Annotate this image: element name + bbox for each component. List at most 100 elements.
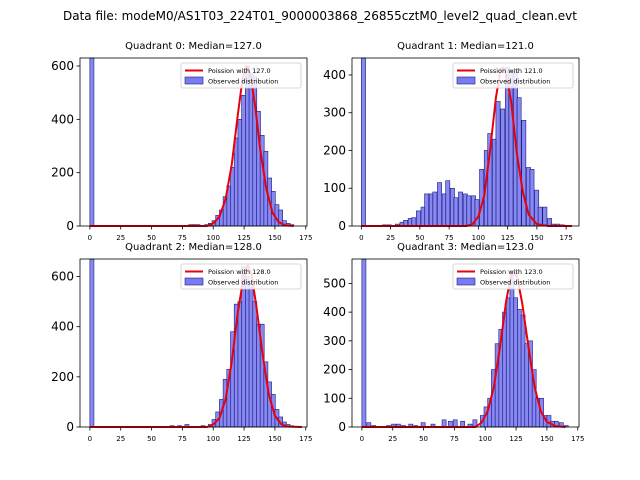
x-tick-label: 175 (571, 435, 584, 443)
histogram-bar (445, 180, 451, 227)
subplot-title: Quadrant 2: Median=128.0 (125, 242, 262, 253)
x-tick-label: 0 (88, 234, 92, 242)
histogram-bar (542, 206, 548, 227)
y-tick-label: 200 (323, 143, 346, 157)
legend-box (452, 263, 574, 290)
x-tick-label: 0 (88, 435, 92, 443)
y-tick-label: 200 (51, 166, 74, 180)
histogram-bar (537, 206, 543, 227)
legend: Poission with 128.0 Observed distribution (180, 263, 302, 290)
histogram-bar (424, 193, 430, 227)
y-tick-label: 0 (338, 219, 346, 233)
x-tick-label: 175 (559, 234, 572, 242)
legend-observed-swatch (456, 277, 476, 286)
x-tick-label: 175 (299, 234, 312, 242)
axes-frame (351, 258, 580, 428)
y-tick-label: 400 (323, 68, 346, 82)
histogram-bar (495, 101, 501, 227)
legend-observed-label: Observed distribution (480, 279, 550, 287)
x-tick-label: 100 (207, 234, 220, 242)
x-tick-label: 150 (530, 234, 543, 242)
x-tick-label: 150 (540, 435, 553, 443)
x-tick-label: 75 (178, 435, 187, 443)
x-tick-label: 100 (479, 435, 492, 443)
histogram-bar (361, 57, 366, 227)
y-tick-label: 300 (323, 106, 346, 120)
x-tick-label: 50 (147, 234, 156, 242)
legend-observed-swatch (184, 76, 204, 85)
histogram-bar (437, 182, 442, 227)
legend: Poission with 123.0 Observed distribution (452, 263, 574, 290)
x-tick-label: 125 (237, 234, 250, 242)
legend-observed-label: Observed distribution (208, 279, 278, 287)
legend: Poission with 121.0 Observed distribution (452, 62, 574, 89)
legend-poisson-label: Poission with 123.0 (480, 268, 543, 276)
histogram-bar (458, 191, 463, 227)
x-tick-label: 25 (386, 234, 395, 242)
quadrant-3-chart: 0 25 50 75 100 125 150 175 0 100 200 300 400 500 Quadr… (323, 242, 584, 443)
legend-box (180, 263, 302, 290)
y-tick-label: 600 (51, 59, 74, 73)
histogram-bar (453, 197, 459, 227)
x-tick-label: 175 (299, 435, 312, 443)
poisson-curve (89, 264, 303, 428)
x-tick-label: 0 (359, 234, 363, 242)
quadrant-1-chart: 0 25 50 75 100 125 150 175 0 100 200 300 400 Quadrant… (323, 41, 580, 242)
histogram-bar (411, 217, 417, 227)
x-tick-label: 50 (415, 234, 424, 242)
x-tick-label: 0 (360, 435, 364, 443)
x-tick-label: 50 (147, 435, 156, 443)
y-tick-label: 400 (323, 305, 346, 319)
quadrant-0-chart: 0 25 50 75 100 125 150 175 0 200 400 600 Quadrant 0:… (51, 41, 312, 242)
x-tick-label: 75 (445, 234, 454, 242)
y-tick-label: 100 (323, 391, 346, 405)
subplot-title: Quadrant 0: Median=127.0 (125, 41, 262, 52)
y-tick-label: 0 (66, 420, 74, 434)
histogram-bar (416, 210, 421, 227)
x-tick-label: 25 (116, 234, 125, 242)
x-tick-label: 50 (419, 435, 428, 443)
x-tick-label: 125 (509, 435, 522, 443)
legend: Poission with 127.0 Observed distribution (180, 62, 302, 89)
x-tick-label: 150 (268, 435, 281, 443)
x-tick-label: 100 (207, 435, 220, 443)
legend-observed-label: Observed distribution (208, 78, 278, 86)
y-tick-label: 100 (323, 181, 346, 195)
y-tick-label: 500 (323, 276, 346, 290)
histogram-bar (452, 419, 458, 428)
y-tick-label: 0 (66, 219, 74, 233)
subplot-title: Quadrant 1: Median=121.0 (397, 41, 534, 52)
histogram-bar (361, 258, 367, 428)
legend-observed-label: Observed distribution (480, 78, 550, 86)
x-tick-label: 75 (178, 234, 187, 242)
histogram-bar (441, 419, 447, 428)
axes-frame (79, 57, 308, 227)
y-tick-label: 200 (323, 363, 346, 377)
legend-observed-swatch (456, 76, 476, 85)
y-tick-label: 300 (323, 334, 346, 348)
y-tick-label: 400 (51, 112, 74, 126)
legend-box (180, 62, 302, 89)
histogram-bar (89, 258, 95, 428)
y-tick-label: 200 (51, 370, 74, 384)
x-tick-label: 125 (237, 435, 250, 443)
histogram-bar (89, 57, 95, 227)
x-tick-label: 100 (472, 234, 485, 242)
legend-poisson-label: Poission with 128.0 (208, 268, 271, 276)
subplot-title: Quadrant 3: Median=123.0 (397, 242, 534, 253)
axes-frame (79, 258, 308, 428)
legend-poisson-label: Poission with 127.0 (208, 67, 271, 75)
histogram-bar (466, 195, 472, 227)
y-tick-label: 400 (51, 320, 74, 334)
axes-frame (351, 57, 580, 227)
histogram-bar (521, 119, 527, 227)
x-tick-label: 125 (501, 234, 514, 242)
y-tick-label: 0 (338, 420, 346, 434)
x-tick-label: 25 (388, 435, 397, 443)
x-tick-label: 75 (450, 435, 459, 443)
histogram-bar (500, 108, 506, 227)
histogram-bar (432, 191, 438, 227)
figure-title: Data file: modeM0/AS1T03_224T01_90000038… (63, 9, 577, 23)
legend-observed-swatch (184, 277, 204, 286)
